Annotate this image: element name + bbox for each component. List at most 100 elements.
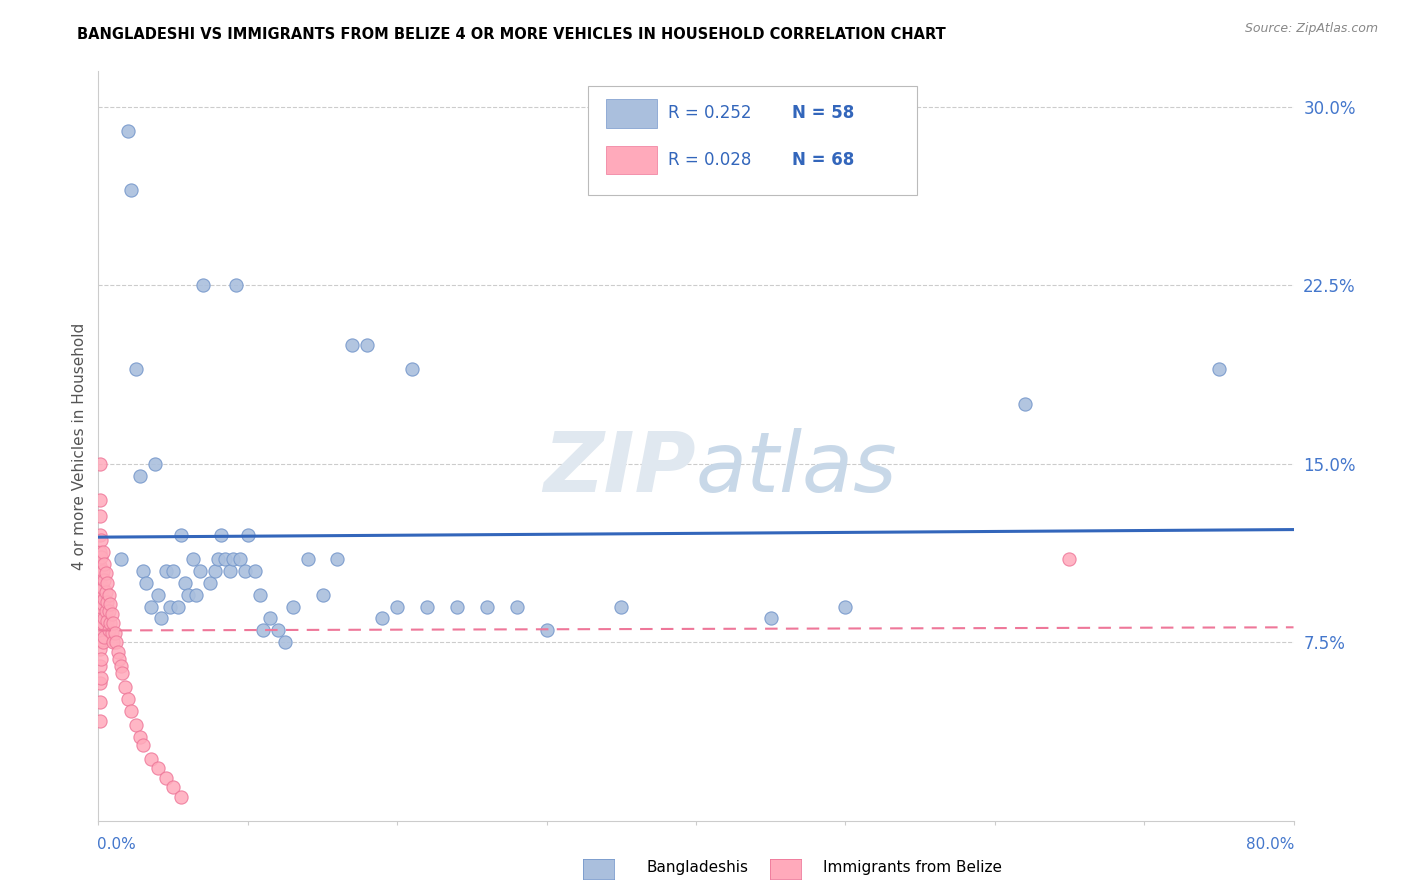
Point <box>259 611 281 625</box>
Point <box>446 599 468 614</box>
Point <box>252 624 274 638</box>
Point <box>536 624 558 638</box>
Point <box>91 597 114 611</box>
Point <box>93 631 115 645</box>
Point <box>125 718 148 732</box>
Point <box>155 771 177 785</box>
Point <box>214 552 236 566</box>
Point <box>148 588 170 602</box>
Point <box>93 574 115 588</box>
Point <box>94 566 117 581</box>
Point <box>174 575 197 590</box>
Point <box>111 666 134 681</box>
Point <box>89 545 111 559</box>
Point <box>105 635 128 649</box>
Point <box>117 692 139 706</box>
Point <box>103 616 125 631</box>
Point <box>148 761 170 775</box>
Point <box>120 183 142 197</box>
Point <box>162 780 184 795</box>
Point <box>89 714 111 728</box>
Point <box>89 528 111 542</box>
Point <box>125 361 148 376</box>
Point <box>98 597 122 611</box>
Point <box>1014 397 1036 411</box>
Point <box>129 468 152 483</box>
Point <box>834 599 856 614</box>
Point <box>159 599 181 614</box>
Point <box>89 642 111 657</box>
Point <box>101 625 124 640</box>
Point <box>97 588 120 602</box>
Point <box>96 595 118 609</box>
Point <box>108 652 131 666</box>
Point <box>89 625 111 640</box>
Point <box>90 582 112 597</box>
Point <box>416 599 439 614</box>
Point <box>89 695 111 709</box>
Point <box>90 632 112 647</box>
Point <box>117 124 139 138</box>
Point <box>110 659 132 673</box>
Point <box>207 552 229 566</box>
Point <box>1208 361 1230 376</box>
Point <box>93 611 115 625</box>
Point <box>104 625 127 640</box>
Text: ZIP: ZIP <box>543 428 696 509</box>
Point <box>155 564 177 578</box>
Point <box>326 552 349 566</box>
Point <box>401 361 423 376</box>
Point <box>91 581 114 595</box>
Point <box>94 604 117 618</box>
Point <box>188 564 211 578</box>
Point <box>89 559 111 574</box>
Point <box>139 752 162 766</box>
Point <box>129 731 152 745</box>
Point <box>356 338 378 352</box>
Point <box>132 564 155 578</box>
Point <box>209 528 232 542</box>
Point <box>91 616 114 631</box>
Text: N = 58: N = 58 <box>792 104 853 122</box>
Point <box>150 611 173 625</box>
Point <box>143 457 166 471</box>
Point <box>132 738 155 752</box>
Text: BANGLADESHI VS IMMIGRANTS FROM BELIZE 4 OR MORE VEHICLES IN HOUSEHOLD CORRELATIO: BANGLADESHI VS IMMIGRANTS FROM BELIZE 4 … <box>77 27 946 42</box>
Point <box>200 575 222 590</box>
Point <box>91 564 114 578</box>
Text: atlas: atlas <box>696 428 897 509</box>
Point <box>267 624 290 638</box>
Point <box>90 599 112 614</box>
Point <box>204 564 226 578</box>
Text: 0.0%: 0.0% <box>97 837 136 852</box>
Point <box>229 552 252 566</box>
Point <box>89 609 111 624</box>
FancyBboxPatch shape <box>589 87 917 195</box>
Point <box>97 604 120 618</box>
Point <box>89 675 111 690</box>
Point <box>281 599 304 614</box>
Point <box>89 659 111 673</box>
Point <box>759 611 782 625</box>
Text: Bangladeshis: Bangladeshis <box>647 860 749 874</box>
Point <box>139 599 162 614</box>
Text: Immigrants from Belize: Immigrants from Belize <box>823 860 1001 874</box>
Point <box>94 585 117 599</box>
Point <box>166 599 188 614</box>
Point <box>181 552 204 566</box>
Point <box>219 564 242 578</box>
Point <box>191 278 214 293</box>
Point <box>114 681 136 695</box>
Point <box>342 338 364 352</box>
Point <box>184 588 207 602</box>
Point <box>297 552 319 566</box>
Point <box>93 557 115 571</box>
Point <box>103 635 125 649</box>
Point <box>89 509 111 524</box>
Point <box>245 564 267 578</box>
Point <box>236 528 259 542</box>
Point <box>169 789 191 804</box>
Point <box>610 599 633 614</box>
Point <box>90 671 112 685</box>
Point <box>135 575 157 590</box>
